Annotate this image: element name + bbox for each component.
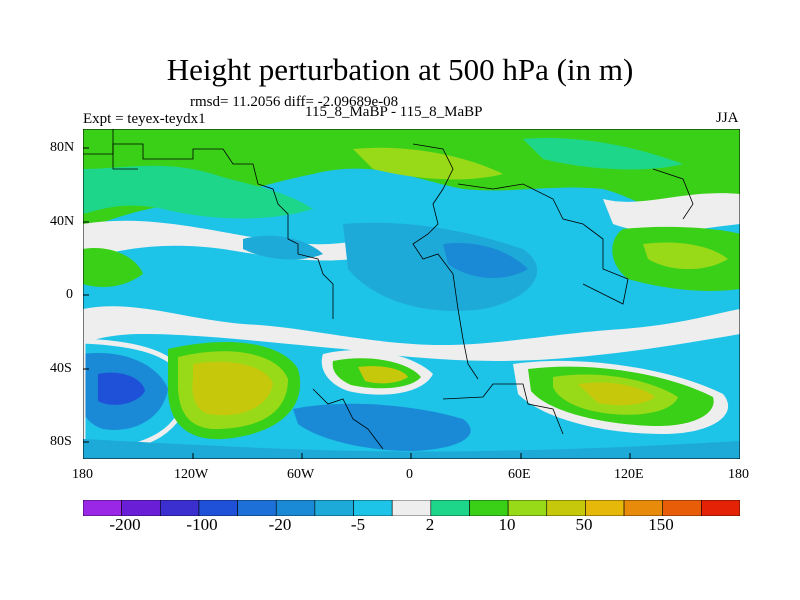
- case-label: 115_8_MaBP - 115_8_MaBP: [305, 104, 483, 120]
- colorbar-box: [585, 500, 625, 516]
- season-label: JJA: [716, 110, 739, 126]
- colorbar-box: [275, 500, 316, 516]
- colorbar-label: 10: [498, 515, 516, 534]
- colorbar-box: [121, 500, 161, 516]
- colorbar-box: [701, 500, 740, 516]
- colorbar-box: [198, 500, 238, 516]
- colorbar-box: [662, 500, 702, 516]
- x-tick-0: 0: [406, 467, 413, 482]
- colorbar-box: [83, 500, 122, 516]
- colorbar-box: [314, 500, 354, 516]
- colorbar-label: -20: [268, 515, 292, 534]
- colorbar-box: [353, 500, 393, 516]
- colorbar-box: [391, 500, 432, 516]
- x-tick-60e: 60E: [508, 467, 531, 482]
- x-tick-180w: 180: [72, 467, 93, 482]
- colorbar-box: [237, 500, 277, 516]
- contour-map: [83, 129, 740, 459]
- y-tick-0: 0: [66, 287, 73, 302]
- colorbar-box: [546, 500, 586, 516]
- colorbar-label: 150: [648, 515, 674, 534]
- colorbar-box: [469, 500, 509, 516]
- colorbar-label: -200: [109, 515, 141, 534]
- y-tick-80s: 80S: [50, 434, 72, 449]
- y-tick-40n: 40N: [50, 214, 75, 229]
- stats-line: rmsd= 11.2056 diff= -2.09689e-08: [190, 94, 399, 110]
- colorbar-label: 2: [425, 515, 435, 534]
- plot-title: Height perturbation at 500 hPa (in m): [166, 52, 634, 87]
- colorbar-box: [430, 500, 470, 516]
- colorbar-label: 50: [575, 515, 593, 534]
- x-tick-180e: 180: [728, 467, 749, 482]
- colorbar-label: -100: [186, 515, 218, 534]
- colorbar: [83, 500, 740, 516]
- experiment-label: Expt = teyex-teydx1: [83, 111, 206, 127]
- colorbar-box: [507, 500, 548, 516]
- colorbar-box: [159, 500, 200, 516]
- y-tick-40s: 40S: [50, 361, 72, 376]
- y-tick-80n: 80N: [50, 140, 75, 155]
- x-tick-60w: 60W: [287, 467, 315, 482]
- colorbar-label: -5: [350, 515, 366, 534]
- colorbar-box: [623, 500, 664, 516]
- x-tick-120w: 120W: [174, 467, 209, 482]
- x-tick-120e: 120E: [614, 467, 644, 482]
